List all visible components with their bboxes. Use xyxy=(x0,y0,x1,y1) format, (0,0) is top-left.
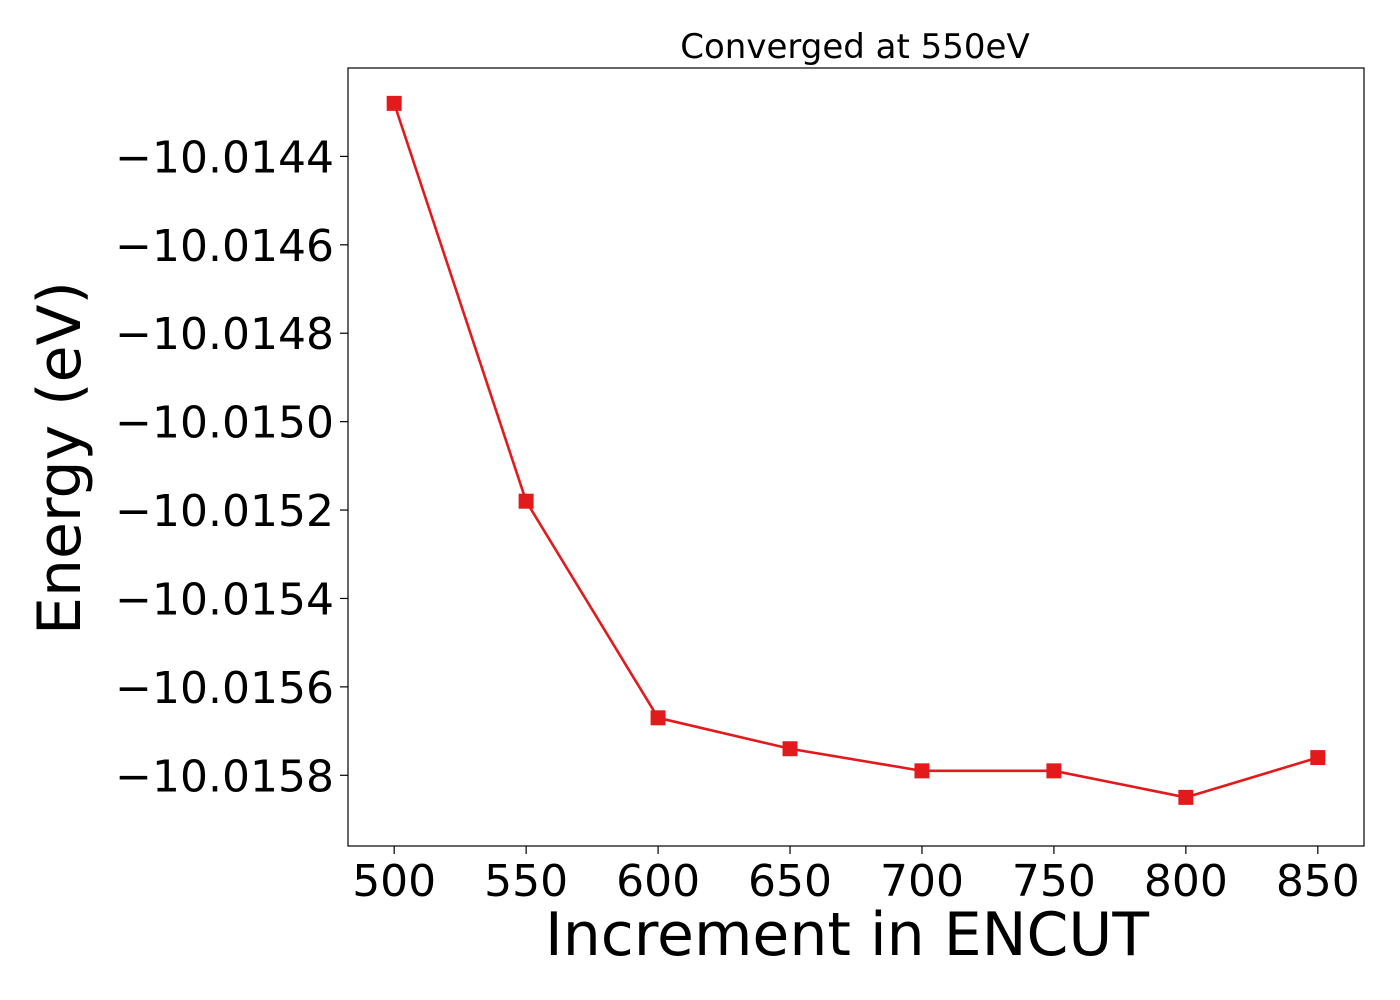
data-point-500 xyxy=(386,95,402,111)
y-tick-label: −10.0154 xyxy=(115,574,334,625)
data-point-700 xyxy=(914,763,930,779)
x-tick-label: 700 xyxy=(880,856,964,907)
y-tick-label: −10.0146 xyxy=(115,221,334,272)
x-tick-label: 800 xyxy=(1144,856,1228,907)
x-tick-label: 850 xyxy=(1276,856,1360,907)
data-point-650 xyxy=(782,741,798,757)
y-tick-label: −10.0144 xyxy=(115,132,334,183)
series-line xyxy=(392,102,1319,799)
x-tick-label: 650 xyxy=(748,856,832,907)
y-tick-label: −10.0158 xyxy=(115,751,334,802)
y-axis: −10.0144 −10.0146 −10.0148 −10.0150 −10.0152… xyxy=(115,132,348,802)
x-tick-label: 550 xyxy=(484,856,568,907)
y-tick-label: −10.0156 xyxy=(115,663,334,714)
x-axis-label: Increment in ENCUT xyxy=(545,900,1149,970)
x-tick-label: 600 xyxy=(616,856,700,907)
chart-title: Converged at 550eV xyxy=(680,27,1029,67)
data-point-600 xyxy=(650,710,666,726)
plot-area xyxy=(386,95,1326,805)
y-tick-label: −10.0148 xyxy=(115,309,334,360)
x-tick-label: 750 xyxy=(1012,856,1096,907)
data-point-550 xyxy=(518,493,534,509)
y-tick-label: −10.0152 xyxy=(115,486,334,537)
y-tick-label: −10.0150 xyxy=(115,398,334,449)
y-axis-label: Energy (eV) xyxy=(25,281,95,635)
data-point-800 xyxy=(1178,789,1194,805)
x-axis: 500 550 600 650 700 750 800 850 xyxy=(352,846,1360,907)
data-point-850 xyxy=(1310,750,1326,766)
axes-frame xyxy=(347,67,1365,847)
x-tick-label: 500 xyxy=(352,856,436,907)
data-point-750 xyxy=(1046,763,1062,779)
